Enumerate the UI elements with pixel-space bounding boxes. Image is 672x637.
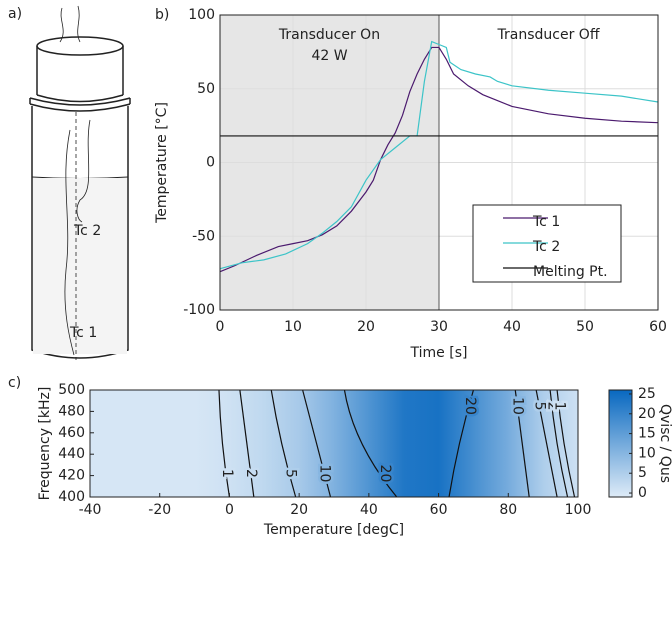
x-tick-label: 40 xyxy=(503,319,521,335)
y-tick-label: 100 xyxy=(188,7,215,23)
axes-box xyxy=(89,389,579,498)
contour-label: 10 xyxy=(509,397,525,415)
y-tick-label: -100 xyxy=(183,302,215,318)
contour-line xyxy=(549,389,569,498)
x-tick-label: 80 xyxy=(499,502,517,518)
contour-line xyxy=(556,389,576,498)
annotation: 42 W xyxy=(311,48,347,64)
colorbar-label: Qvisc / Qus xyxy=(657,404,672,483)
y-tick-label: 480 xyxy=(58,403,85,419)
contour-label: 5 xyxy=(282,469,298,478)
heat-cell xyxy=(508,390,544,497)
heat-cell xyxy=(334,390,370,497)
x-axis-label: Time [s] xyxy=(410,345,468,361)
heat-cell xyxy=(368,390,405,497)
annotation: Transducer Off xyxy=(497,27,600,43)
y-tick-label: 460 xyxy=(58,425,85,441)
heat-cell xyxy=(159,390,196,497)
x-tick-label: 30 xyxy=(430,319,448,335)
y-tick-label: 50 xyxy=(197,81,215,97)
heat-cell xyxy=(194,390,230,497)
y-axis-label: Temperature [°C] xyxy=(154,102,170,224)
contour-line xyxy=(514,389,530,498)
panel-label: b) xyxy=(155,7,169,23)
contour-label: 20 xyxy=(377,465,393,483)
legend-label: Tc 2 xyxy=(532,239,560,255)
y-tick-label: 440 xyxy=(58,446,85,462)
contour-label: 20 xyxy=(462,397,478,415)
y-tick-label: -50 xyxy=(192,228,215,244)
contour-label: 2 xyxy=(243,469,259,478)
vial xyxy=(29,5,131,360)
heat-cell xyxy=(403,390,440,497)
x-tick-label: 60 xyxy=(430,502,448,518)
contour-line xyxy=(218,389,231,498)
contour-line xyxy=(270,389,297,498)
colorbar-tick-label: 5 xyxy=(638,465,647,481)
x-tick-label: 10 xyxy=(284,319,302,335)
annotation: Transducer On xyxy=(278,27,380,43)
colorbar-tick-label: 0 xyxy=(638,485,647,501)
x-tick-label: -20 xyxy=(148,502,171,518)
tc1-label: Tc 1 xyxy=(69,325,97,341)
contour-line xyxy=(535,389,558,498)
x-tick-label: 20 xyxy=(290,502,308,518)
axes-box xyxy=(219,14,659,311)
heat-cell xyxy=(124,390,161,497)
contour-label: 1 xyxy=(552,402,568,411)
y-tick-label: 0 xyxy=(206,155,215,171)
contour-label: 5 xyxy=(531,402,547,411)
x-tick-label: -40 xyxy=(79,502,102,518)
line xyxy=(219,40,659,270)
colorbar xyxy=(608,389,633,498)
y-tick-label: 500 xyxy=(58,382,85,398)
contour-label: 1 xyxy=(219,469,235,478)
y-tick-label: 400 xyxy=(58,489,85,505)
x-tick-label: 20 xyxy=(357,319,375,335)
heat-cell xyxy=(90,390,126,497)
colorbar-tick-label: 10 xyxy=(638,445,656,461)
x-tick-label: 100 xyxy=(565,502,592,518)
tc2-label: Tc 2 xyxy=(73,223,101,239)
heat-cell xyxy=(543,390,579,497)
panel-label: c) xyxy=(8,375,21,391)
legend-label: Tc 1 xyxy=(532,214,560,230)
y-tick-label: 420 xyxy=(58,468,85,484)
contour-label: 10 xyxy=(316,465,332,483)
contour-line xyxy=(302,389,332,498)
x-tick-label: 40 xyxy=(360,502,378,518)
contour-line xyxy=(448,389,475,498)
x-tick-label: 0 xyxy=(216,319,225,335)
heat-cell xyxy=(473,390,509,497)
x-tick-label: 60 xyxy=(649,319,667,335)
legend-label: Melting Pt. xyxy=(533,264,608,280)
y-axis-label: Frequency [kHz] xyxy=(37,387,53,501)
line xyxy=(219,46,659,273)
colorbar-tick-label: 15 xyxy=(638,426,656,442)
contour-line xyxy=(343,389,398,498)
panel-label: a) xyxy=(8,6,22,22)
colorbar-tick-label: 25 xyxy=(638,386,656,402)
contour-line xyxy=(239,389,255,498)
x-tick-label: 0 xyxy=(225,502,234,518)
x-tick-label: 50 xyxy=(576,319,594,335)
x-axis-label: Temperature [degC] xyxy=(263,522,404,538)
colorbar-tick-label: 20 xyxy=(638,406,656,422)
